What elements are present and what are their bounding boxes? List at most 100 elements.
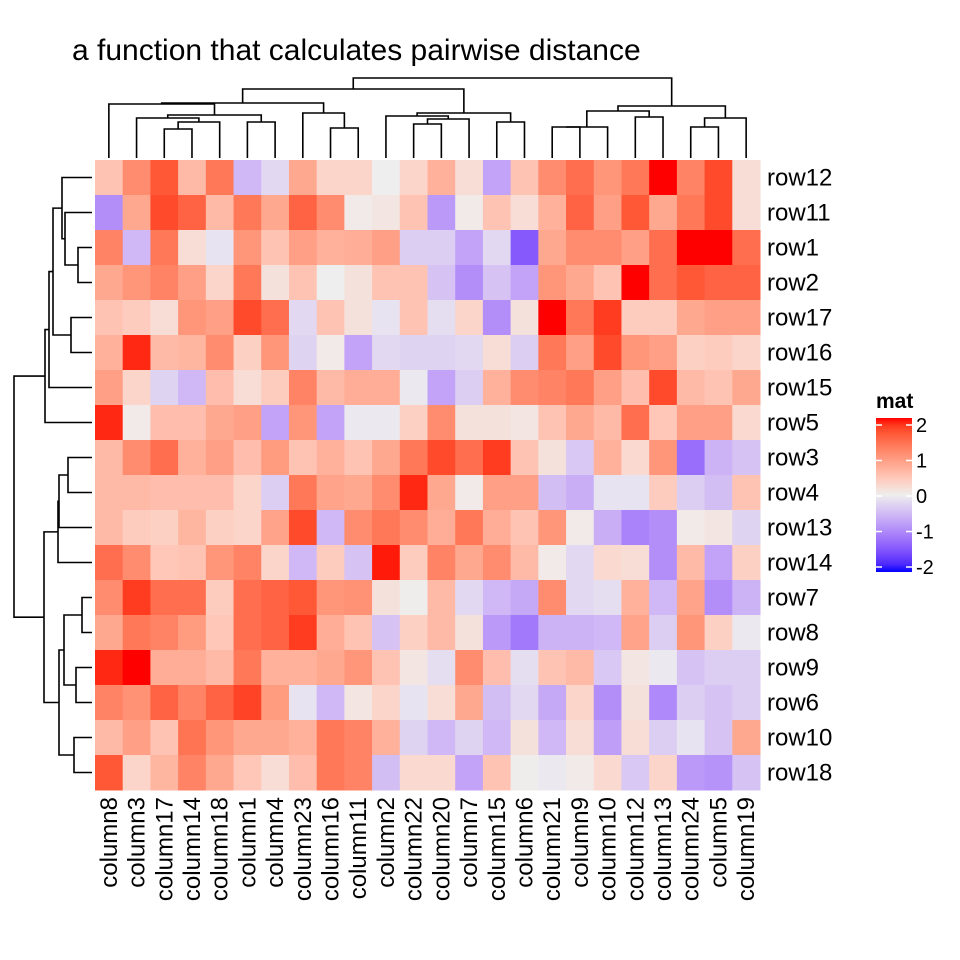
heatmap-cell xyxy=(482,720,512,756)
heatmap-cell xyxy=(288,475,318,511)
heatmap-cell xyxy=(150,615,179,651)
dendrogram-branch xyxy=(634,116,664,158)
heatmap-cell xyxy=(233,475,262,511)
heatmap-cell xyxy=(538,265,567,301)
heatmap-cell xyxy=(676,720,706,756)
column-label: column24 xyxy=(678,797,705,901)
heatmap-cell xyxy=(566,160,595,196)
heatmap-cell xyxy=(732,755,761,791)
heatmap-cell xyxy=(510,580,539,616)
dendrogram-branch xyxy=(163,128,193,158)
heatmap-cell xyxy=(372,230,401,266)
heatmap-cell xyxy=(482,265,512,301)
dendrogram-branch xyxy=(551,126,581,158)
row-label: row2 xyxy=(767,270,819,297)
heatmap-cell xyxy=(316,685,345,721)
heatmap-cell xyxy=(649,335,678,371)
heatmap-cell xyxy=(510,545,539,581)
heatmap-cell xyxy=(261,545,290,581)
dendrogram-branch xyxy=(61,176,92,240)
heatmap-cell xyxy=(316,160,345,196)
heatmap-cell xyxy=(427,195,456,231)
heatmap-cell xyxy=(95,160,124,196)
heatmap-cell xyxy=(704,300,733,336)
heatmap-cell xyxy=(344,370,373,406)
heatmap-cell xyxy=(178,195,207,231)
heatmap-cell xyxy=(455,545,484,581)
heatmap-cell xyxy=(566,510,595,546)
heatmap-cell xyxy=(538,195,567,231)
heatmap-cell xyxy=(566,685,595,721)
column-label: column14 xyxy=(179,797,206,901)
heatmap-cell xyxy=(122,335,151,371)
heatmap-cell xyxy=(482,545,512,581)
heatmap-cell xyxy=(676,545,706,581)
heatmap-cell xyxy=(593,475,622,511)
dendrogram-branch xyxy=(57,500,92,564)
heatmap-cell xyxy=(566,300,595,336)
heatmap-cell xyxy=(178,265,207,301)
heatmap-cell xyxy=(538,335,567,371)
row-label: row18 xyxy=(767,760,832,787)
row-label: row14 xyxy=(767,550,832,577)
heatmap-cell xyxy=(538,405,567,441)
column-label: column15 xyxy=(484,797,511,901)
heatmap-cell xyxy=(95,510,124,546)
heatmap-cell xyxy=(344,580,373,616)
heatmap-cell xyxy=(122,440,151,476)
heatmap-cell xyxy=(482,615,512,651)
heatmap-cell xyxy=(538,300,567,336)
dendrogram-branch xyxy=(385,115,450,158)
heatmap-cell xyxy=(649,160,678,196)
heatmap-cell xyxy=(732,475,761,511)
heatmap-cell xyxy=(261,685,290,721)
heatmap-cell xyxy=(482,755,512,791)
heatmap-cell xyxy=(676,615,706,651)
dendrogram-branch xyxy=(241,88,465,113)
heatmap-cell xyxy=(288,720,318,756)
heatmap-cell xyxy=(566,335,595,371)
heatmap-cell xyxy=(704,405,733,441)
heatmap-cell xyxy=(704,475,733,511)
heatmap-cell xyxy=(676,510,706,546)
heatmap-cell xyxy=(205,545,235,581)
heatmap-cell xyxy=(344,720,373,756)
heatmap-cell xyxy=(122,650,151,686)
heatmap-cell xyxy=(233,510,262,546)
heatmap-cell xyxy=(649,510,678,546)
dendrogram-branch xyxy=(70,316,92,354)
heatmap-cell xyxy=(150,230,179,266)
heatmap-cell xyxy=(593,195,622,231)
column-label: column13 xyxy=(650,797,677,901)
heatmap-cell xyxy=(122,370,151,406)
heatmap-cell xyxy=(233,685,262,721)
heatmap-cell xyxy=(621,650,650,686)
heatmap-cell xyxy=(122,405,151,441)
heatmap-cell xyxy=(95,230,124,266)
heatmap-cell xyxy=(621,405,650,441)
heatmap-cell xyxy=(621,685,650,721)
heatmap-cell xyxy=(344,265,373,301)
heatmap-cell xyxy=(178,405,207,441)
heatmap-cell xyxy=(233,545,262,581)
heatmap-cell xyxy=(455,475,484,511)
heatmap-cell xyxy=(372,335,401,371)
heatmap-cell xyxy=(566,195,595,231)
heatmap-cell xyxy=(205,160,235,196)
column-label: column8 xyxy=(96,797,123,888)
heatmap-cell xyxy=(455,405,484,441)
heatmap-cell xyxy=(205,300,235,336)
heatmap-cell xyxy=(261,160,290,196)
heatmap-cell xyxy=(593,335,622,371)
heatmap-cell xyxy=(344,195,373,231)
heatmap-cell xyxy=(510,195,539,231)
heatmap-cell xyxy=(676,335,706,371)
heatmap-cell xyxy=(178,685,207,721)
heatmap-cell xyxy=(178,370,207,406)
heatmap-cell xyxy=(122,265,151,301)
heatmap-cell xyxy=(732,160,761,196)
heatmap-cell xyxy=(649,300,678,336)
dendrogram-branch xyxy=(135,117,200,158)
heatmap-cell xyxy=(427,160,456,196)
heatmap-cell xyxy=(233,300,262,336)
